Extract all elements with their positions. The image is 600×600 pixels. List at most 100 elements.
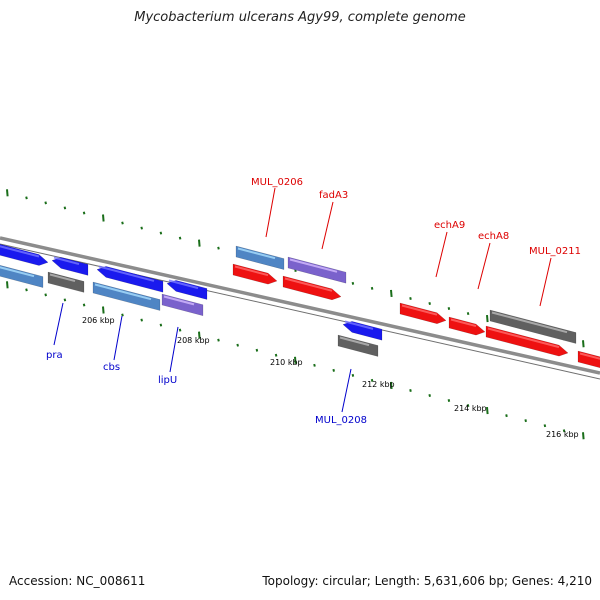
inner-minor-tick (236, 343, 239, 347)
gene-steel-reverse-2-highlight (94, 283, 152, 301)
outer-major-tick (486, 315, 489, 323)
inner-minor-tick (370, 378, 374, 382)
inner-minor-tick (274, 353, 278, 357)
inner-major-tick (582, 432, 585, 440)
leader-echa8 (477, 242, 491, 290)
gene-blue-forward-4-body (166, 280, 208, 300)
gene-steel-forward (235, 245, 285, 270)
outer-minor-tick (82, 211, 86, 215)
gene-purple-reverse (161, 293, 204, 317)
gene-red-reverse-1 (232, 263, 278, 285)
inner-minor-tick (428, 394, 431, 397)
outer-major-tick (102, 214, 105, 222)
inner-minor-tick (351, 373, 355, 377)
outer-minor-tick (217, 246, 220, 250)
inner-minor-tick (409, 388, 412, 392)
map-title: Mycobacterium ulcerans Agy99, complete g… (134, 10, 466, 25)
gene-gray-forward-highlight (491, 311, 568, 334)
accession-text: Accession: NC_008611 (9, 574, 146, 588)
tick-label-210kbp: 210 kbp (270, 358, 303, 367)
inner-minor-tick (505, 414, 508, 418)
gene-blue-forward-4 (166, 279, 208, 300)
tick-labels: 206 kbp 208 kbp 210 kbp 212 kbp 214 kbp … (82, 316, 579, 439)
gene-steel-forward-highlight (237, 247, 276, 260)
gene-blue-forward-1 (0, 244, 49, 266)
gene-red-reverse-1-highlight (234, 265, 269, 277)
gene-steel-reverse-2 (92, 281, 161, 311)
leader-pra (53, 302, 64, 346)
outer-minor-tick (428, 302, 431, 305)
inner-minor-tick (255, 348, 259, 352)
gene-purple-reverse-highlight (163, 295, 195, 306)
inner-minor-tick (332, 368, 335, 372)
outer-minor-tick (466, 312, 470, 316)
gene-label-lipu[interactable]: lipU (158, 375, 177, 386)
gene-blue-reverse-highlight (344, 320, 374, 330)
outer-minor-tick (121, 221, 124, 225)
label-leader-lines (53, 187, 552, 413)
outer-minor-tick (159, 231, 163, 235)
inner-minor-tick (543, 424, 547, 428)
tick-label-208kbp: 208 kbp (177, 336, 210, 345)
gene-red-reverse-2-highlight (284, 277, 333, 292)
gene-labels: MUL_0206 fadA3 echA9 echA8 MUL_0211 pra … (46, 177, 581, 426)
gene-label-fada3[interactable]: fadA3 (319, 190, 348, 201)
inner-minor-tick (313, 363, 316, 367)
gene-label-mul-0206[interactable]: MUL_0206 (251, 177, 303, 188)
gene-purple-forward (287, 256, 347, 284)
inner-major-tick (390, 381, 393, 390)
gene-blue-forward-3 (96, 265, 164, 293)
inner-major-tick (486, 407, 489, 415)
outer-minor-tick (25, 196, 28, 200)
gene-red-reverse-3 (399, 302, 447, 324)
inner-major-tick (198, 331, 201, 339)
genome-summary-text: Topology: circular; Length: 5,631,606 bp… (262, 574, 592, 588)
gene-gray-reverse-2 (337, 334, 379, 357)
gene-blue-forward-2 (51, 256, 89, 276)
gene-blue-forward-3-highlight (98, 265, 155, 282)
leader-fada3 (321, 201, 334, 250)
inner-minor-tick (140, 318, 143, 322)
gene-blue-reverse-body (342, 321, 383, 341)
gene-red-reverse-3-highlight (401, 304, 438, 316)
gene-label-echa8[interactable]: echA8 (478, 231, 509, 242)
gene-blue-forward-2-body (51, 257, 89, 276)
inner-minor-tick (447, 399, 451, 403)
inner-major-tick (102, 306, 105, 314)
gene-red-reverse-5 (485, 325, 569, 357)
leader-mul-0208 (341, 368, 352, 413)
inner-minor-tick (121, 313, 124, 317)
outer-major-tick (6, 189, 9, 197)
outer-major-tick (198, 239, 201, 247)
gene-blue-forward-4-highlight (168, 279, 199, 290)
inner-minor-tick (25, 288, 28, 292)
leader-cbs (113, 315, 123, 361)
tick-label-212kbp: 212 kbp (362, 380, 395, 389)
inner-major-tick (294, 356, 297, 364)
outer-minor-tick (351, 281, 355, 285)
gene-label-mul-0208[interactable]: MUL_0208 (315, 415, 367, 426)
gene-label-mul-0211[interactable]: MUL_0211 (529, 246, 581, 257)
outer-major-tick (390, 289, 393, 298)
gene-label-echa9[interactable]: echA9 (434, 220, 465, 231)
gene-gray-reverse-1 (47, 271, 85, 293)
gene-label-cbs[interactable]: cbs (103, 362, 120, 373)
backbone-line-upper (0, 236, 600, 375)
gene-steel-reverse-1-highlight (0, 266, 35, 278)
gene-blue-forward-1-highlight (0, 245, 40, 258)
inner-minor-tick (524, 419, 527, 423)
outer-minor-tick (140, 226, 143, 230)
inner-minor-tick (63, 298, 67, 302)
gene-red-reverse-4 (448, 316, 486, 336)
gene-features (0, 244, 600, 369)
gene-red-reverse-6-highlight (579, 352, 600, 360)
outer-minor-tick (409, 296, 412, 300)
tick-label-216kbp: 216 kbp (546, 430, 579, 439)
gene-label-pra[interactable]: pra (46, 350, 63, 361)
gene-red-reverse-6 (577, 350, 600, 369)
gene-red-reverse-5-highlight (487, 327, 560, 349)
gene-blue-forward-2-highlight (53, 256, 80, 266)
gene-blue-forward-3-body (96, 266, 164, 293)
inner-minor-tick (217, 338, 220, 342)
tick-label-214kbp: 214 kbp (454, 404, 487, 413)
